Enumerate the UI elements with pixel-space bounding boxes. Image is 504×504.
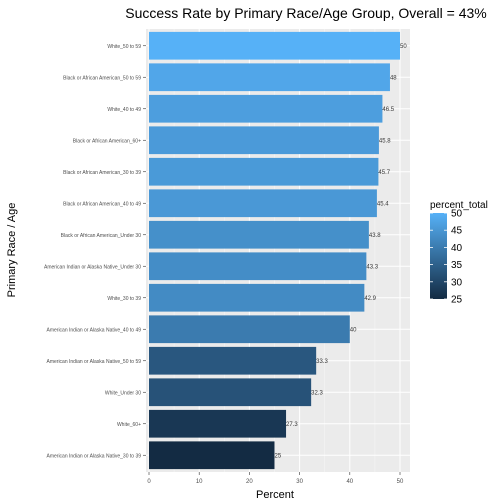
- legend-title: percent_total: [430, 200, 488, 211]
- bar: [149, 315, 350, 344]
- bar-value-label: 43.3: [366, 264, 378, 270]
- legend-tick-label: 25: [451, 295, 463, 306]
- y-tick-label: American Indian or Alaska Native_Under 3…: [44, 264, 141, 270]
- legend-colorbar: [430, 213, 447, 299]
- bar-value-label: 45.7: [378, 170, 390, 176]
- y-tick-label: American Indian or Alaska Native_40 to 4…: [47, 327, 142, 333]
- x-axis: 0 10 20 30 40 50: [147, 472, 404, 485]
- value-label-layer: 50 48 46.5 45.8 45.7 45.4 43.8 43.3 42.9 40 33.3 32…: [275, 44, 408, 460]
- legend-tick-label: 30: [451, 277, 463, 288]
- bar-value-label: 32.3: [311, 390, 323, 396]
- y-tick-label: White_60+: [117, 422, 141, 428]
- bar-value-label: 27.3: [286, 422, 298, 428]
- bar-value-label: 46.5: [382, 107, 394, 113]
- bar-layer: [149, 31, 400, 470]
- y-tick-label: American Indian or Alaska Native_30 to 3…: [47, 453, 142, 459]
- bar: [149, 346, 317, 375]
- bar: [149, 94, 383, 123]
- x-tick-label: 40: [346, 479, 353, 485]
- y-tick-label: Black or African American_Under 30: [61, 233, 142, 239]
- bar-value-label: 33.3: [316, 359, 328, 365]
- x-tick-label: 0: [147, 479, 151, 485]
- chart-title: Success Rate by Primary Race/Age Group, …: [125, 5, 486, 21]
- y-tick-label: White_30 to 39: [107, 296, 141, 302]
- y-tick-label: White_Under 30: [105, 390, 141, 396]
- x-tick-label: 30: [296, 479, 303, 485]
- bar: [149, 220, 369, 249]
- bar-value-label: 43.8: [369, 233, 381, 239]
- bar: [149, 63, 390, 92]
- bar-value-label: 48: [390, 75, 397, 81]
- bar-value-label: 25: [275, 453, 282, 459]
- bar: [149, 378, 312, 407]
- x-tick-label: 10: [196, 479, 203, 485]
- bar-value-label: 45.8: [379, 138, 391, 144]
- bar: [149, 189, 377, 218]
- bar: [149, 126, 379, 155]
- y-tick-label: White_50 to 59: [107, 44, 141, 50]
- y-tick-label: White_40 to 49: [107, 107, 141, 113]
- bar: [149, 441, 275, 470]
- legend-ticks: 50 45 40 35 30 25: [430, 209, 463, 306]
- bar: [149, 31, 400, 60]
- y-tick-label: American Indian or Alaska Native_50 to 5…: [47, 359, 142, 365]
- y-axis-title: Primary Race / Age: [6, 203, 18, 298]
- x-tick-label: 50: [397, 479, 404, 485]
- y-axis: White_50 to 59 Black or African American_…: [44, 44, 146, 459]
- bar: [149, 157, 379, 186]
- bar-value-label: 40: [350, 327, 357, 333]
- y-tick-label: Black or African American_30 to 39: [63, 170, 141, 176]
- y-tick-label: Black or African American_50 to 59: [63, 75, 141, 81]
- bar-value-label: 50: [400, 44, 407, 50]
- legend-tick-label: 35: [451, 260, 463, 271]
- bar: [149, 252, 367, 281]
- bar: [149, 409, 287, 438]
- legend-tick-label: 50: [451, 209, 463, 220]
- bar: [149, 283, 365, 312]
- x-axis-title: Percent: [256, 489, 294, 501]
- color-legend: percent_total 50 45 40 35 30 25: [430, 200, 488, 306]
- bar-value-label: 45.4: [377, 201, 389, 207]
- legend-tick-label: 40: [451, 243, 463, 254]
- legend-tick-label: 45: [451, 226, 463, 237]
- y-tick-label: Black or African American_60+: [73, 138, 141, 144]
- bar-value-label: 42.9: [364, 296, 376, 302]
- y-tick-label: Black or African American_40 to 49: [63, 201, 141, 207]
- x-tick-label: 20: [246, 479, 253, 485]
